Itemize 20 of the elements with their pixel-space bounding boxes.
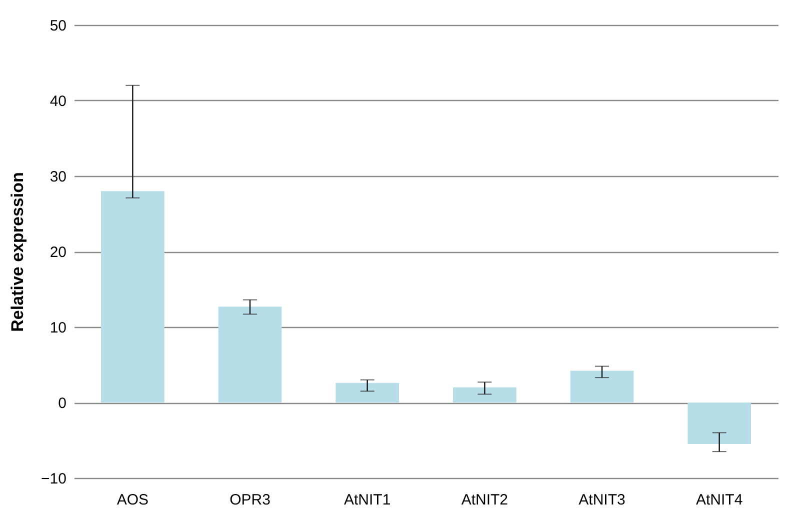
bar [336, 382, 400, 402]
bar [100, 191, 164, 402]
y-axis-title: Relative expression [8, 172, 28, 332]
x-tick-label: AtNIT2 [461, 492, 508, 508]
x-tick-label: AOS [116, 492, 149, 508]
y-tick-label: 50 [50, 18, 66, 34]
y-tick-label: −10 [41, 470, 66, 488]
x-tick-label: AtNIT3 [578, 492, 626, 508]
y-tick-label: 30 [50, 168, 66, 186]
y-tick-label: 0 [58, 395, 66, 412]
y-tick-label: 40 [50, 93, 66, 110]
x-tick-label: OPR3 [230, 492, 270, 508]
bar [688, 402, 752, 444]
bar [570, 370, 634, 402]
x-tick-label: AtNIT1 [344, 492, 391, 508]
y-tick-label: 20 [50, 244, 66, 261]
x-tick-label: AtNIT4 [696, 492, 743, 508]
bar [218, 306, 282, 402]
y-tick-label: 10 [50, 320, 66, 336]
bar [452, 387, 516, 402]
